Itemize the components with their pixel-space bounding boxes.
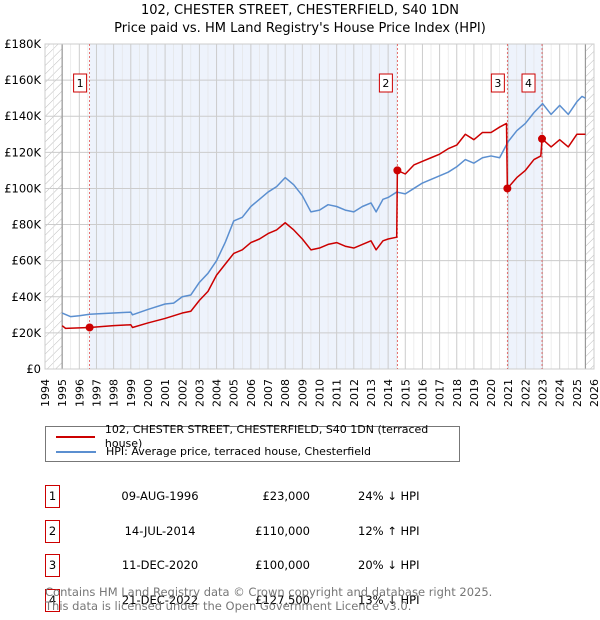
x-tick-label: 1998 [108, 379, 121, 407]
x-tick-label: 1994 [39, 379, 52, 407]
x-tick-label: 2020 [485, 379, 498, 407]
y-tick-label: £80K [12, 218, 42, 232]
y-tick-label: £40K [12, 290, 42, 304]
sale-price: £127,500 [255, 592, 310, 607]
plot-area: 1994 1995 1996 1997 1998 1999 2000 2001 2002 2003… [4, 37, 600, 407]
sale-label-box: 1 [73, 73, 88, 93]
y-tick-label: £120K [4, 145, 41, 159]
legend-label: HPI: Average price, terraced house, Ches… [106, 445, 372, 458]
x-tick-label: 2014 [382, 379, 395, 407]
sale-date: 14-JUL-2014 [124, 523, 196, 538]
sale-label-number: 2 [382, 77, 389, 90]
x-tick-label: 2012 [348, 379, 361, 407]
footer-copyright: Contains HM Land Registry data © Crown c… [45, 585, 493, 599]
x-tick-label: 2004 [211, 379, 224, 407]
x-tick-label: 2023 [537, 379, 550, 407]
sale-label-border [73, 73, 88, 93]
sale-label-box: 2 [378, 73, 393, 93]
y-tick-label: £180K [4, 37, 41, 51]
x-tick-label: 2025 [571, 379, 584, 407]
sale-hpi-diff: 13% ↓ HPI [358, 592, 420, 607]
sale-number: 3 [45, 554, 60, 577]
x-tick-label: 2011 [331, 379, 344, 407]
footer-licence: This data is licensed under the Open Gov… [45, 599, 412, 613]
x-tick-label: 2019 [468, 379, 481, 407]
sale-number: 2 [45, 519, 60, 543]
sale-price: £100,000 [255, 558, 310, 572]
plot-border [44, 43, 595, 370]
y-tick-label: £160K [4, 73, 41, 87]
y-tick-label: £0 [26, 362, 41, 376]
hatched-range [585, 44, 594, 369]
legend-item-hpi: HPI: Average price, terraced house, Ches… [56, 445, 371, 459]
y-tick-label: £100K [4, 181, 41, 195]
sale-date: 11-DEC-2020 [121, 558, 199, 572]
sale-date: 09-AUG-1996 [121, 489, 199, 503]
y-tick-label: £140K [4, 109, 41, 123]
x-tick-label: 2013 [365, 379, 378, 407]
sale-date: 21-DEC-2022 [121, 592, 199, 607]
x-tick-label: 2003 [193, 379, 206, 407]
x-tick-label: 1995 [56, 379, 69, 407]
sale-point [393, 166, 402, 175]
x-tick-label: 2021 [502, 379, 515, 407]
x-tick-label: 2008 [279, 379, 292, 407]
x-tick-label: 1999 [125, 379, 138, 407]
x-tick-label: 1997 [90, 379, 103, 407]
sale-label-number: 3 [494, 77, 501, 90]
x-tick-label: 2026 [588, 379, 600, 407]
sale-label-box: 4 [521, 73, 536, 93]
x-tick-label: 2001 [159, 379, 172, 407]
sale-row: 1 09-AUG-1996 £23,000 24% ↓ HPI [45, 485, 445, 508]
x-tick-label: 2010 [314, 379, 327, 407]
legend-swatch-red [56, 436, 95, 438]
y-tick-label: £60K [12, 254, 42, 268]
x-tick-label: 2006 [245, 379, 258, 407]
x-tick-label: 2016 [416, 379, 429, 407]
sale-hpi-diff: 12% ↑ HPI [358, 523, 420, 538]
x-tick-label: 1996 [73, 379, 86, 407]
chart-title: 102, CHESTER STREET, CHESTERFIELD, S40 1… [140, 3, 460, 18]
sale-row: 2 14-JUL-2014 £110,000 12% ↑ HPI [45, 519, 445, 543]
sale-label-number: 1 [77, 77, 84, 90]
x-tick-label: 2024 [554, 379, 567, 407]
sale-point [85, 323, 94, 332]
legend-label: 102, CHESTER STREET, CHESTERFIELD, S40 1… [104, 423, 429, 450]
sale-price: £110,000 [255, 523, 310, 538]
x-tick-label: 2022 [519, 379, 532, 407]
sale-label-border [378, 73, 393, 93]
sale-number: 4 [45, 588, 60, 612]
sale-label-border [521, 73, 536, 93]
x-tick-label: 2017 [434, 379, 447, 407]
sale-label-border [490, 73, 505, 93]
x-tick-label: 2007 [262, 379, 275, 407]
shaded-range [89, 44, 398, 369]
x-tick-label: 2018 [451, 379, 464, 407]
legend-swatch-blue [56, 451, 96, 453]
x-tick-label: 2009 [296, 379, 309, 407]
legend-item-property: 102, CHESTER STREET, CHESTERFIELD, S40 1… [56, 423, 459, 450]
x-tick-label: 2002 [176, 379, 189, 407]
x-tick-label: 2015 [399, 379, 412, 407]
x-tick-label: 2000 [142, 379, 155, 407]
sale-row: 3 11-DEC-2020 £100,000 20% ↓ HPI [45, 554, 445, 577]
shaded-range [507, 44, 543, 369]
hpi-line [61, 95, 586, 318]
chart-subtitle: Price paid vs. HM Land Registry's House … [114, 21, 486, 36]
sale-point [538, 134, 547, 143]
sale-price: £23,000 [262, 489, 310, 503]
legend: 102, CHESTER STREET, CHESTERFIELD, S40 1… [45, 423, 460, 462]
sale-label-number: 4 [525, 77, 532, 90]
sale-number: 1 [45, 485, 60, 508]
sale-label-box: 3 [490, 73, 505, 93]
sale-hpi-diff: 24% ↓ HPI [358, 489, 420, 503]
y-tick-label: £20K [12, 326, 42, 340]
sale-row: 4 21-DEC-2022 £127,500 13% ↓ HPI [45, 588, 445, 612]
sale-hpi-diff: 20% ↓ HPI [358, 558, 420, 572]
sale-point [503, 184, 512, 193]
x-tick-label: 2005 [228, 379, 241, 407]
